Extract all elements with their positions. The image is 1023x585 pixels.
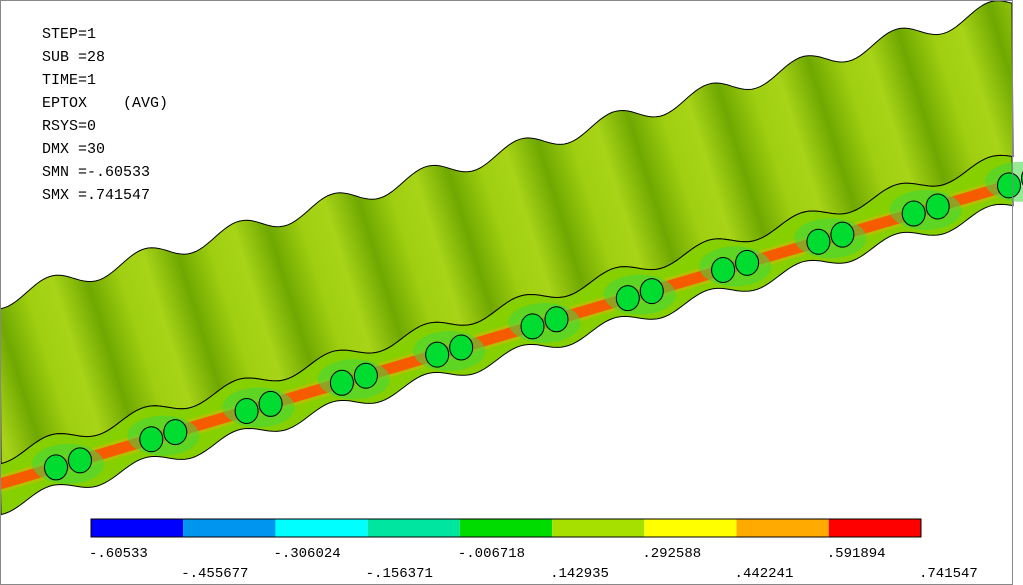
- legend-swatch: [644, 519, 737, 537]
- fiber: [44, 454, 68, 481]
- legend-swatch: [183, 519, 276, 537]
- legend-label: .741547: [919, 566, 978, 582]
- info-line: SMN =-.60533: [42, 164, 150, 181]
- legend-label: -.455677: [181, 566, 248, 582]
- fiber: [139, 426, 164, 453]
- legend-swatch: [828, 519, 921, 537]
- fiber: [520, 313, 545, 340]
- fiber-halo: [127, 415, 200, 456]
- fiber: [735, 249, 760, 276]
- fiber-halo: [889, 189, 962, 230]
- legend-label: .442241: [735, 566, 794, 582]
- fiber: [901, 200, 926, 227]
- info-line: DMX =30: [42, 141, 105, 158]
- fiber: [544, 306, 569, 333]
- info-line: SMX =.741547: [42, 187, 150, 204]
- fiber: [615, 285, 640, 312]
- info-block: STEP=1 SUB =28 TIME=1 EPTOX (AVG) RSYS=0 DMX …: [42, 26, 168, 204]
- fiber-halo: [603, 274, 676, 315]
- legend-label: -.60533: [89, 546, 148, 562]
- fiber: [329, 369, 354, 396]
- legend-label: -.006718: [458, 546, 525, 562]
- fiber-halo: [794, 218, 867, 259]
- fiber-halo: [222, 387, 295, 428]
- fiber: [234, 398, 259, 425]
- legend-swatch: [459, 519, 553, 537]
- legend-border: [90, 518, 922, 538]
- fiber: [449, 334, 474, 361]
- info-line: RSYS=0: [42, 118, 96, 135]
- fiber: [830, 221, 855, 248]
- legend-swatch: [736, 519, 829, 537]
- legend-label: -.306024: [273, 546, 340, 562]
- info-line: EPTOX (AVG): [42, 95, 168, 112]
- fiber-halo: [413, 331, 486, 372]
- fiber: [925, 193, 950, 220]
- fiber: [425, 341, 450, 368]
- fiber: [806, 228, 831, 255]
- legend-swatch: [91, 519, 184, 537]
- legend-label: .142935: [550, 566, 609, 582]
- info-line: STEP=1: [42, 26, 96, 43]
- fiber: [711, 256, 736, 283]
- fiber-halo: [508, 302, 581, 343]
- legend-label: -.156371: [366, 566, 433, 582]
- fiber: [68, 447, 92, 474]
- fiber-halo: [699, 246, 772, 287]
- legend-label: .292588: [642, 546, 701, 562]
- legend: -.60533 -.455677 -.306024 -.156371 -.006718.…: [89, 518, 978, 582]
- legend-swatch: [275, 519, 368, 537]
- info-line: SUB =28: [42, 49, 105, 66]
- fiber: [353, 362, 378, 389]
- fiber: [639, 278, 664, 305]
- legend-swatch: [552, 519, 645, 537]
- legend-swatch: [367, 519, 460, 537]
- fiber: [258, 390, 283, 417]
- fiber-halo: [32, 443, 104, 484]
- legend-label: .591894: [827, 546, 886, 562]
- model: [0, 0, 1023, 516]
- fiber: [997, 172, 1021, 199]
- info-line: TIME=1: [42, 72, 96, 89]
- fiber-halo: [317, 359, 390, 400]
- fiber: [163, 419, 188, 446]
